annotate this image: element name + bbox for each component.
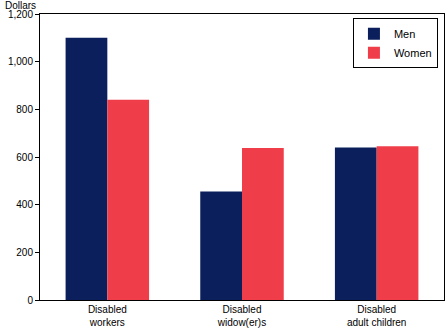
svg-text:Disabledadult children: Disabledadult children xyxy=(347,304,406,328)
svg-text:200: 200 xyxy=(16,247,33,258)
svg-text:1,200: 1,200 xyxy=(8,9,33,20)
svg-text:800: 800 xyxy=(16,104,33,115)
svg-text:0: 0 xyxy=(27,295,33,306)
svg-text:400: 400 xyxy=(16,199,33,210)
svg-text:Disabledworkers: Disabledworkers xyxy=(88,304,127,328)
svg-text:Men: Men xyxy=(394,28,415,40)
svg-text:600: 600 xyxy=(16,152,33,163)
svg-text:1,000: 1,000 xyxy=(8,56,33,67)
svg-text:Disabledwidow(er)s: Disabledwidow(er)s xyxy=(217,304,266,328)
svg-text:Women: Women xyxy=(394,47,432,59)
svg-text:Dollars: Dollars xyxy=(5,0,36,11)
